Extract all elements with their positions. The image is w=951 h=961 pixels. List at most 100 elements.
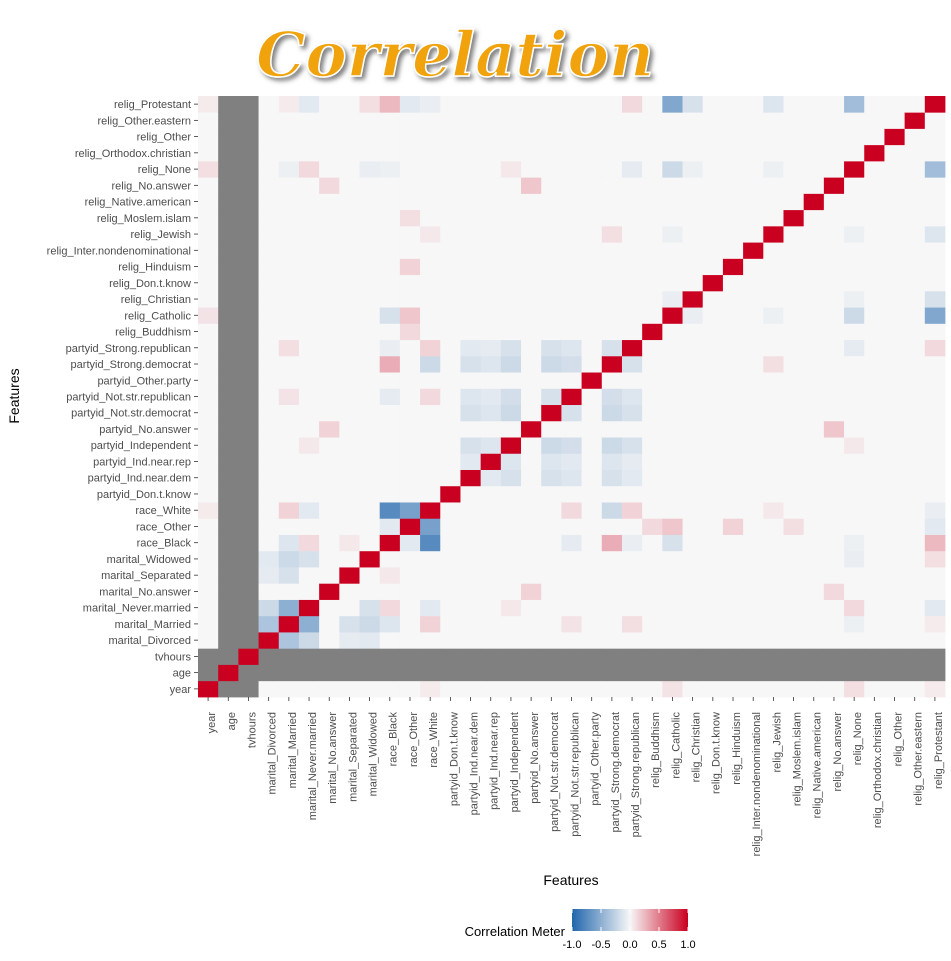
heatmap-cell <box>198 193 219 211</box>
heatmap-cell <box>864 680 885 698</box>
heatmap-cell <box>258 420 280 438</box>
heatmap-cell <box>763 485 784 503</box>
heatmap-cell <box>521 583 542 600</box>
x-tick-label: relig_Orthodox.christian <box>872 712 884 828</box>
heatmap-cell <box>864 469 885 487</box>
heatmap-cell <box>319 534 340 552</box>
heatmap-cell <box>581 225 603 243</box>
heatmap-cell <box>621 664 643 682</box>
heatmap-cell <box>783 453 805 470</box>
heatmap-cell <box>581 485 603 503</box>
heatmap-cell <box>440 307 461 324</box>
heatmap-cell <box>581 453 603 470</box>
heatmap-cell <box>278 550 300 568</box>
heatmap-cell <box>581 242 603 259</box>
heatmap-cell <box>278 339 300 357</box>
heatmap-cell <box>500 225 522 243</box>
heatmap-cell <box>803 307 825 324</box>
heatmap-cell <box>420 599 441 617</box>
heatmap-cell <box>581 534 603 552</box>
heatmap-cell <box>319 420 340 438</box>
heatmap-cell <box>379 355 401 373</box>
heatmap-cell <box>440 339 461 357</box>
x-tick-label: year <box>206 712 218 734</box>
heatmap-cell <box>198 599 219 617</box>
heatmap-cell <box>601 632 623 649</box>
heatmap-cell <box>642 144 663 162</box>
heatmap-cell <box>561 258 582 276</box>
heatmap-cell <box>561 372 582 389</box>
heatmap-cell <box>460 469 482 487</box>
heatmap-cell <box>521 388 542 406</box>
heatmap-cell <box>743 583 764 600</box>
heatmap-cell <box>218 339 239 357</box>
heatmap-cell <box>662 599 683 617</box>
heatmap-cell <box>924 193 946 211</box>
x-tick-label: race_White <box>428 712 440 768</box>
heatmap-cell <box>460 355 482 373</box>
heatmap-cell <box>298 144 320 162</box>
heatmap-cell <box>521 372 542 389</box>
heatmap-cell <box>642 680 663 698</box>
heatmap-cell <box>702 112 724 129</box>
heatmap-cell <box>480 420 502 438</box>
heatmap-cell <box>904 420 926 438</box>
heatmap-cell <box>379 534 401 552</box>
heatmap-cell <box>783 128 805 146</box>
heatmap-cell <box>844 469 865 487</box>
heatmap-cell <box>460 485 482 503</box>
heatmap-cell <box>359 372 381 389</box>
heatmap-cell <box>399 225 421 243</box>
heatmap-cell <box>743 632 764 649</box>
heatmap-cell <box>319 209 340 227</box>
heatmap-cell <box>258 583 280 600</box>
heatmap-cell <box>238 502 259 519</box>
heatmap-cell <box>621 355 643 373</box>
heatmap-cell <box>319 550 340 568</box>
heatmap-cell <box>198 258 219 276</box>
heatmap-cell <box>722 420 744 438</box>
heatmap-cell <box>561 420 582 438</box>
heatmap-cell <box>278 96 300 113</box>
heatmap-cell <box>783 664 805 682</box>
heatmap-cell <box>783 404 805 422</box>
heatmap-cell <box>702 128 724 146</box>
heatmap-cell <box>601 404 623 422</box>
heatmap-cell <box>561 615 582 633</box>
heatmap-cell <box>399 242 421 259</box>
heatmap-cell <box>420 209 441 227</box>
heatmap-cell <box>844 128 865 146</box>
heatmap-cell <box>763 388 784 406</box>
x-tick-label: relig_Hinduism <box>731 712 743 785</box>
heatmap-cell <box>662 388 683 406</box>
heatmap-cell <box>621 96 643 113</box>
heatmap-cell <box>480 372 502 389</box>
x-tick-label: partyid_Don.t.know <box>448 712 460 806</box>
x-tick-label: relig_Protestant <box>933 712 945 789</box>
heatmap-cell <box>541 290 562 308</box>
heatmap-cell <box>298 437 320 454</box>
heatmap-cell <box>278 112 300 129</box>
heatmap-cell <box>258 518 280 535</box>
heatmap-cell <box>258 160 280 178</box>
heatmap-cell <box>904 242 926 259</box>
heatmap-cell <box>440 258 461 276</box>
heatmap-cell <box>460 404 482 422</box>
heatmap-cell <box>702 583 724 600</box>
heatmap-cell <box>803 290 825 308</box>
heatmap-cell <box>601 128 623 146</box>
heatmap-cell <box>864 518 885 535</box>
heatmap-cell <box>420 534 441 552</box>
heatmap-cell <box>783 209 805 227</box>
heatmap-cell <box>460 615 482 633</box>
heatmap-cell <box>258 144 280 162</box>
heatmap-cell <box>924 583 946 600</box>
y-tick-label: partyid_Strong.republican <box>66 343 191 355</box>
heatmap-cell <box>500 388 522 406</box>
heatmap-cell <box>803 680 825 698</box>
heatmap-cell <box>642 420 663 438</box>
heatmap-cell <box>561 193 582 211</box>
heatmap-cell <box>399 534 421 552</box>
heatmap-cell <box>278 615 300 633</box>
heatmap-cell <box>682 518 704 535</box>
